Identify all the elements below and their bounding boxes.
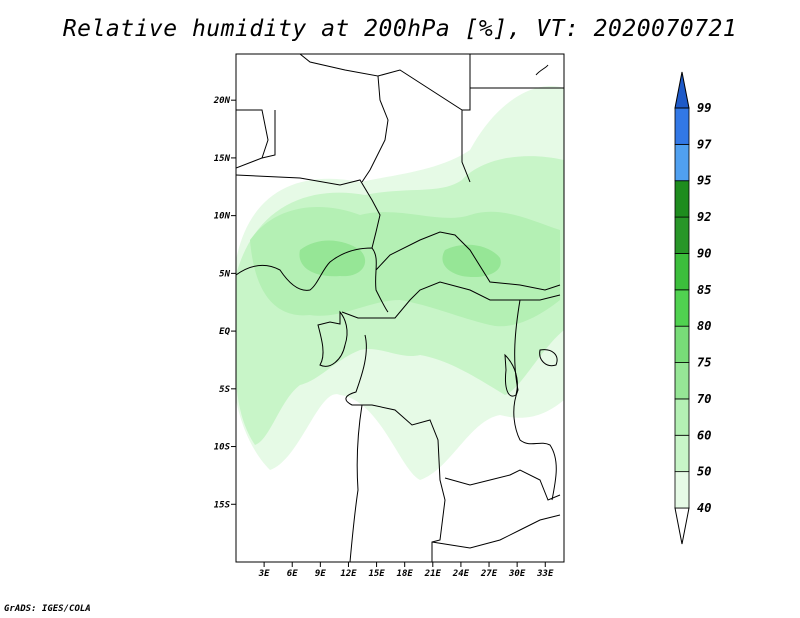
colorbar-segment [674,507,690,545]
x-tick-label: 33E [536,569,554,579]
colorbar-label: 95 [697,174,711,188]
x-tick-label: 27E [480,569,498,579]
chart-title: Relative humidity at 200hPa [%], VT: 202… [62,16,738,42]
colorbar-label: 60 [697,428,711,442]
x-tick-label: 30E [508,569,526,579]
y-axis: 20N 15N 10N 5N EQ 5S 10S 15S [213,96,236,510]
colorbar-label: 50 [697,465,711,479]
y-tick-label: 5N [219,269,230,279]
x-tick-label: 15E [368,569,385,579]
colorbar-segment [674,180,690,218]
colorbar-label: 97 [697,137,712,151]
colorbar-label: 85 [697,283,711,297]
humidity-band-75 [442,244,501,278]
colorbar-label: 80 [697,319,711,333]
country-borders [236,54,564,562]
humidity-shading [236,85,564,480]
colorbar-label: 70 [697,392,711,406]
map-frame [235,53,565,563]
colorbar-label: 40 [697,501,711,515]
colorbar-segment [674,398,690,436]
colorbar-segment [674,362,690,400]
colorbar-label: 92 [697,210,711,224]
x-tick-label: 9E [315,569,326,579]
y-tick-label: EQ [219,327,230,337]
colorbar-segment [674,253,690,291]
x-tick-label: 6E [287,569,298,579]
grads-credit: GrADS: IGES/COLA [4,604,91,614]
x-axis: 3E 6E 9E 12E 15E 18E 21E 24E 27E 30E 33E [258,562,554,579]
colorbar-segment [674,471,690,509]
y-tick-label: 20N [213,96,231,106]
colorbar-segment [674,107,690,145]
x-tick-label: 12E [340,569,357,579]
y-tick-label: 10S [214,443,231,453]
colorbar-label: 90 [697,246,711,260]
x-tick-label: 18E [397,569,414,579]
x-tick-label: 21E [424,569,442,579]
colorbar-label: 99 [697,101,711,115]
y-tick-label: 15N [214,154,231,164]
colorbar-segment [674,325,690,363]
colorbar-label: 75 [697,356,711,370]
y-tick-label: 5S [219,385,230,395]
colorbar: 40 50 60 70 75 80 85 90 92 95 97 99 [674,71,712,545]
x-tick-label: 3E [258,569,270,579]
colorbar-segment [674,289,690,327]
colorbar-segment [674,216,690,254]
humidity-band-75 [299,240,366,277]
colorbar-segment [674,434,690,473]
y-tick-label: 15S [214,500,231,510]
colorbar-segment [674,143,690,182]
y-tick-label: 10N [214,212,231,222]
colorbar-segment [674,71,690,109]
x-tick-label: 24E [452,569,470,579]
